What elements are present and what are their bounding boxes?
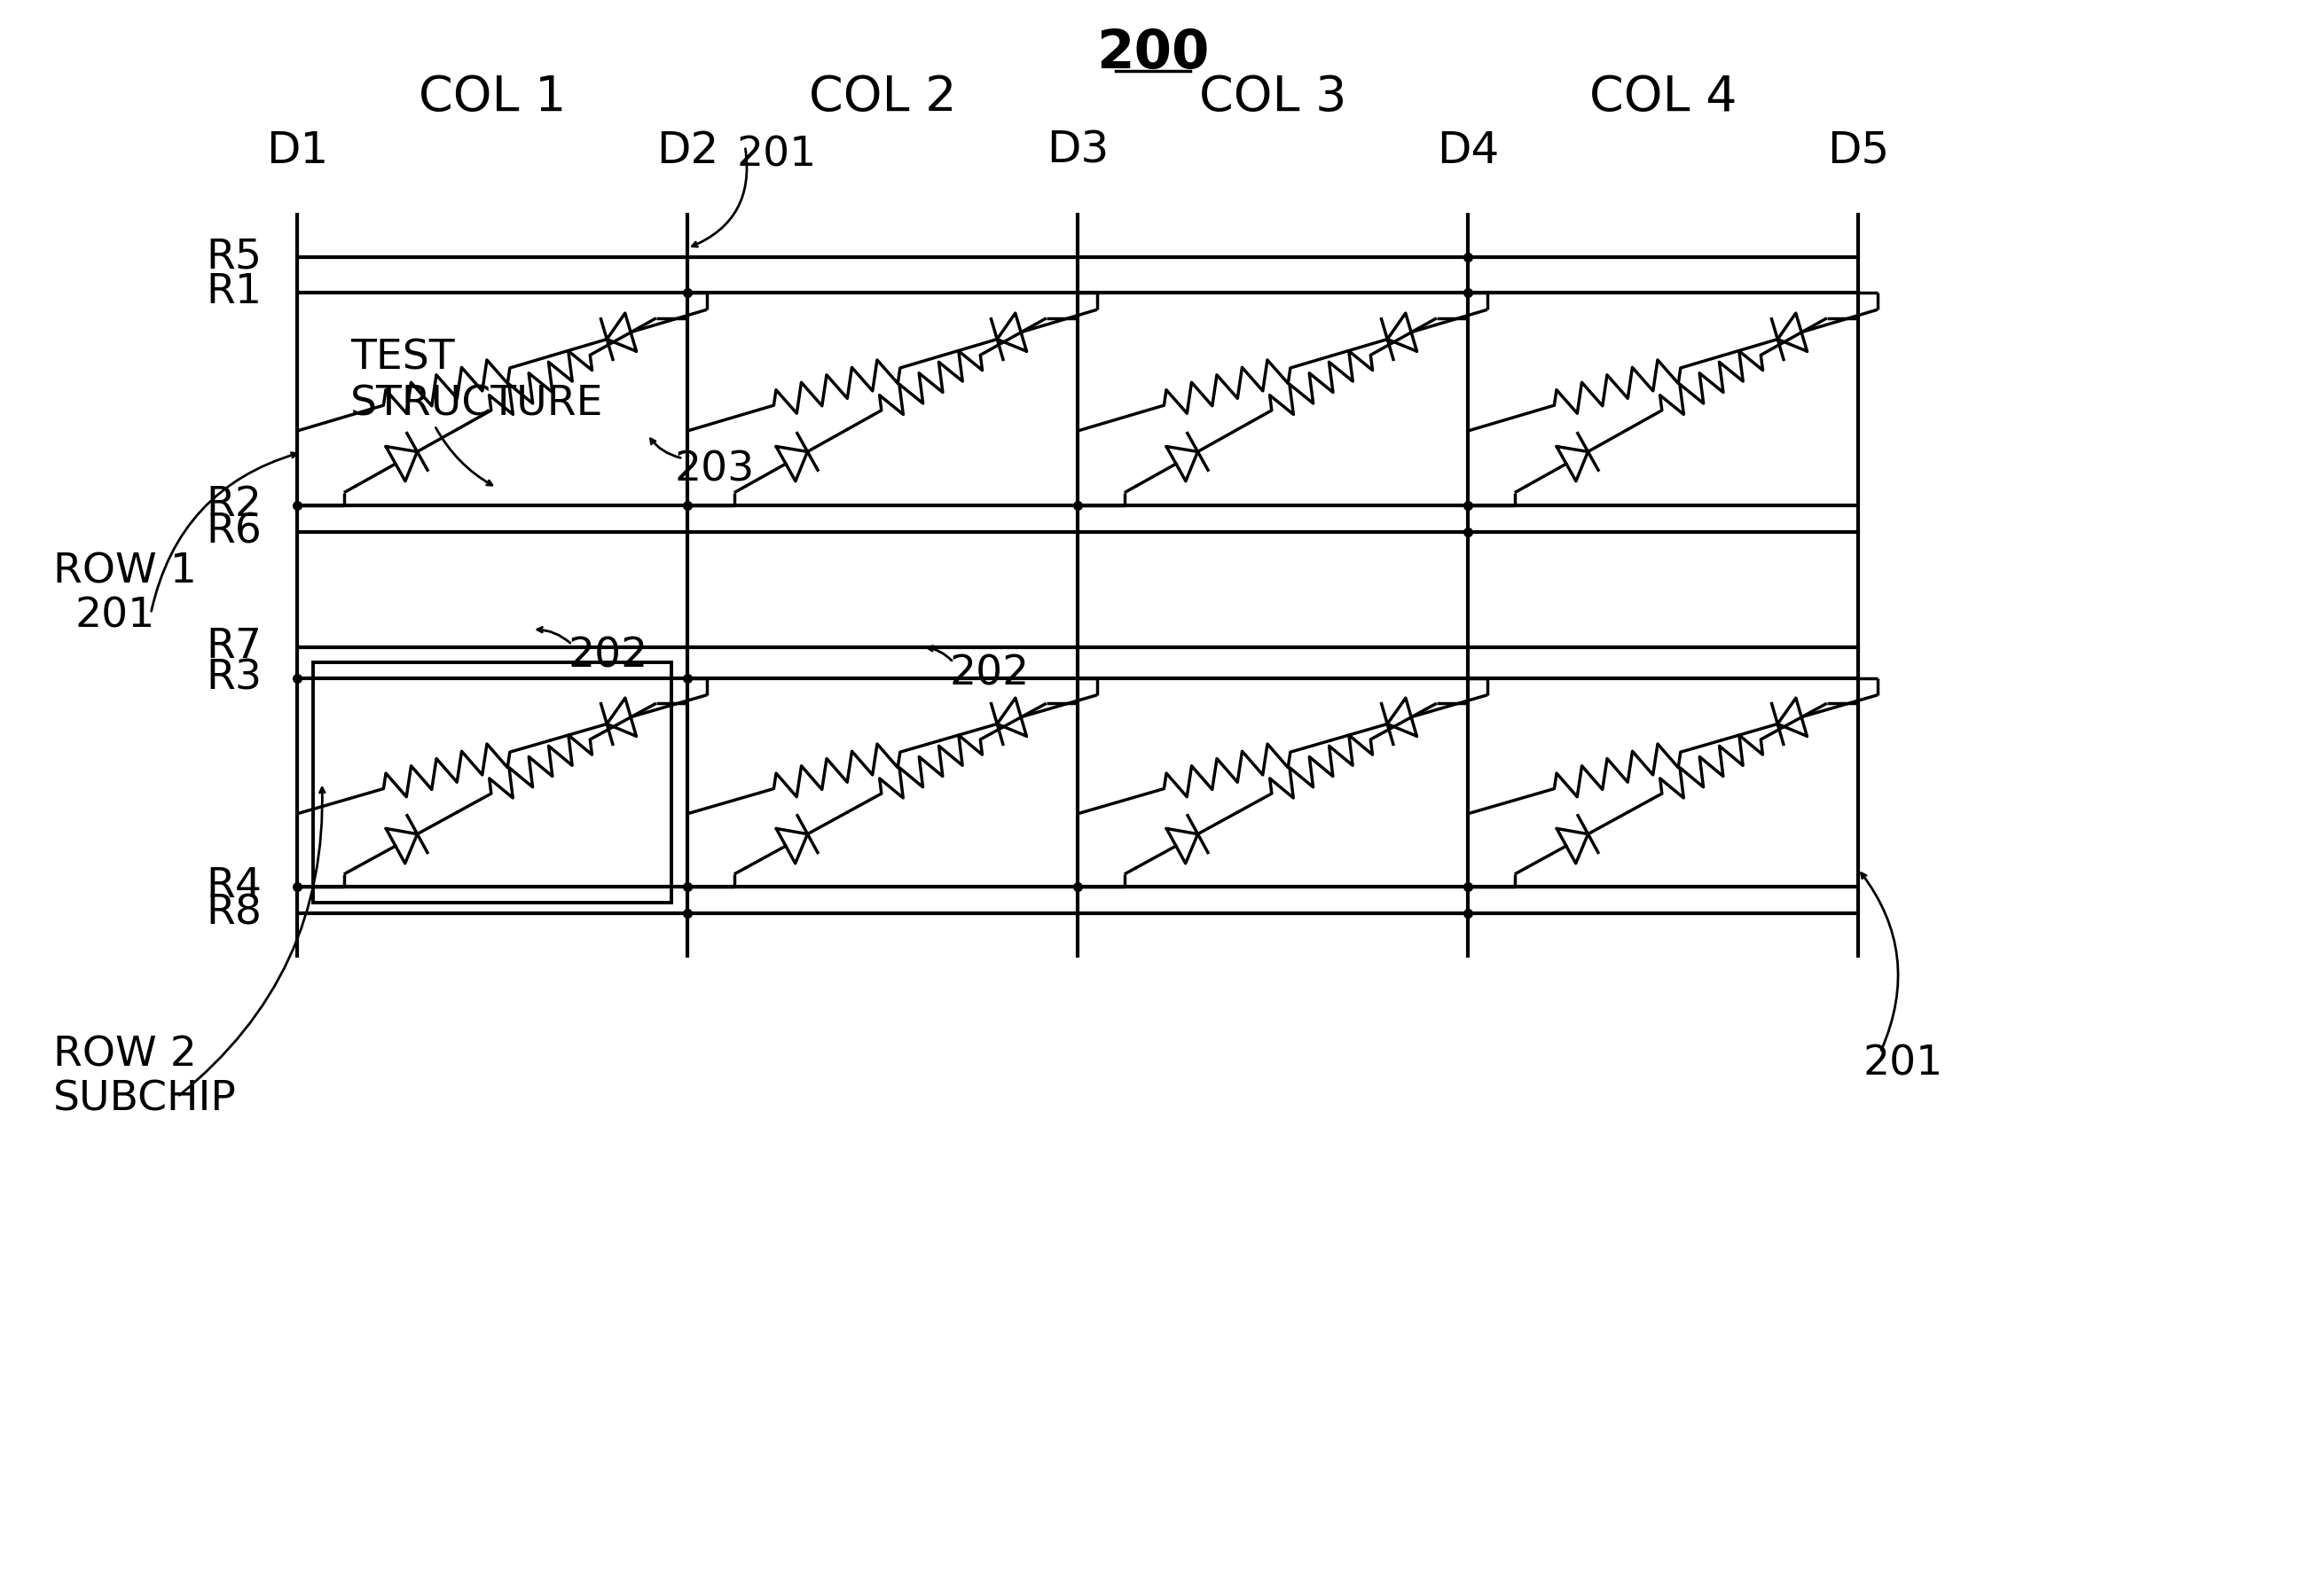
Text: D5: D5 — [1826, 129, 1889, 172]
Text: 202: 202 — [567, 637, 648, 677]
Text: 201: 201 — [736, 136, 816, 176]
Text: R6: R6 — [205, 512, 261, 552]
Text: R1: R1 — [205, 273, 261, 313]
Text: D4: D4 — [1437, 129, 1499, 172]
Text: COL 2: COL 2 — [809, 73, 957, 121]
Text: D2: D2 — [657, 129, 719, 172]
Text: 201: 201 — [76, 597, 155, 637]
Text: R4: R4 — [205, 867, 261, 907]
Text: COL 3: COL 3 — [1199, 73, 1347, 121]
Text: 200: 200 — [1098, 27, 1208, 80]
Text: 201: 201 — [1863, 1044, 1942, 1084]
Text: R5: R5 — [205, 238, 261, 278]
Text: R2: R2 — [205, 485, 261, 525]
Bar — [314, 662, 671, 903]
Text: TEST
STRUCTURE: TEST STRUCTURE — [351, 338, 604, 425]
Text: COL 1: COL 1 — [417, 73, 565, 121]
Text: ROW 1: ROW 1 — [53, 552, 196, 592]
Text: D3: D3 — [1047, 129, 1109, 172]
Text: 203: 203 — [673, 450, 754, 490]
Text: R7: R7 — [205, 627, 261, 667]
Text: SUBCHIP: SUBCHIP — [53, 1079, 238, 1119]
Text: COL 4: COL 4 — [1589, 73, 1736, 121]
Text: R8: R8 — [205, 894, 261, 934]
Text: D1: D1 — [265, 129, 327, 172]
Text: R3: R3 — [205, 658, 261, 699]
Text: 202: 202 — [950, 654, 1028, 694]
Text: ROW 2: ROW 2 — [53, 1036, 196, 1076]
